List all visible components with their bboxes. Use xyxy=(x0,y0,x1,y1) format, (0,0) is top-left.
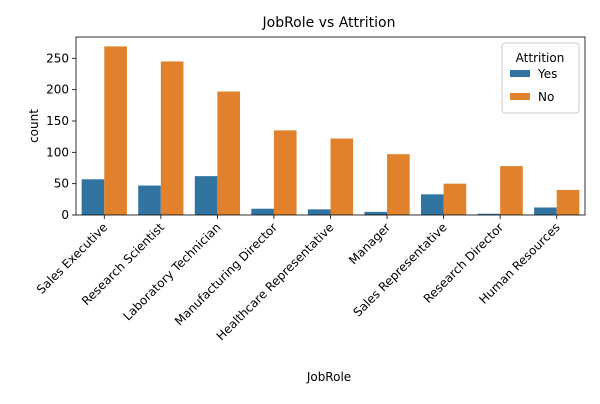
bar-yes-1 xyxy=(138,185,161,215)
bar-yes-3 xyxy=(251,208,274,215)
x-tick-label: Manufacturing Director xyxy=(172,220,280,328)
bar-no-4 xyxy=(330,138,354,215)
y-axis: 0 50 100 150 200 250 xyxy=(46,51,76,222)
y-tick-label: 250 xyxy=(46,51,69,65)
legend-label-no: No xyxy=(538,90,554,104)
bar-yes-6 xyxy=(420,194,444,215)
bar-no-1 xyxy=(160,61,184,215)
y-tick-label: 50 xyxy=(54,177,69,191)
plot-frame xyxy=(75,36,586,216)
bar-yes-8 xyxy=(534,207,557,215)
bar-yes-5 xyxy=(364,211,388,215)
bar-no-7 xyxy=(500,166,523,215)
bar-no-0 xyxy=(104,46,127,215)
x-tick-label: Laboratory Technician xyxy=(120,220,223,323)
bar-no-5 xyxy=(387,154,410,215)
bar-no-8 xyxy=(556,189,580,215)
bar-no-2 xyxy=(217,91,241,215)
bar-yes-4 xyxy=(307,209,331,215)
chart-title: JobRole vs Attrition xyxy=(262,15,396,31)
x-axis-label: JobRole xyxy=(306,370,351,384)
y-tick-label: 0 xyxy=(61,208,69,222)
x-tick-label: Manager xyxy=(346,220,393,267)
bars xyxy=(81,46,580,215)
y-tick-label: 100 xyxy=(46,145,69,159)
legend-swatch-yes xyxy=(510,70,530,77)
bar-yes-0 xyxy=(81,179,105,215)
legend-swatch-no xyxy=(510,93,530,100)
y-tick-label: 200 xyxy=(46,83,69,97)
x-tick-label: Healthcare Representative xyxy=(214,220,337,343)
y-tick-label: 150 xyxy=(46,114,69,128)
bar-yes-7 xyxy=(477,213,501,215)
legend: Attrition Yes No xyxy=(501,42,580,114)
legend-title: Attrition xyxy=(516,51,565,65)
bar-yes-2 xyxy=(194,176,218,215)
bar-no-6 xyxy=(443,183,467,215)
x-tick-label: Sales Representative xyxy=(350,220,449,319)
y-axis-label: count xyxy=(27,109,41,143)
bar-no-3 xyxy=(273,130,297,215)
legend-label-yes: Yes xyxy=(537,67,557,81)
